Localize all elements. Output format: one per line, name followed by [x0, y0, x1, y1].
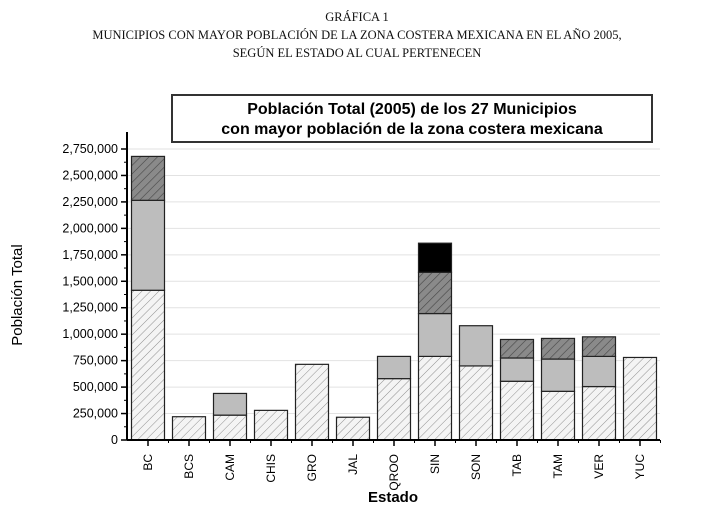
- x-tick-label: BC: [141, 454, 155, 471]
- chart-title-line2: con mayor población de la zona costera m…: [221, 121, 603, 138]
- x-tick-label: SIN: [428, 454, 442, 474]
- bar-segment-ver-1: [581, 385, 617, 441]
- bar-segment-sin-1: [417, 355, 453, 441]
- figure-caption-line1: MUNICIPIOS CON MAYOR POBLACIÓN DE LA ZON…: [92, 28, 622, 42]
- bar-segment-cam-2: [212, 392, 248, 416]
- y-tick-label: 500,000: [73, 380, 118, 394]
- bar-segment-bc-3: [130, 155, 166, 201]
- y-tick-label: 1,250,000: [62, 301, 118, 315]
- x-tick-label: BCS: [182, 454, 196, 479]
- y-tick-label: 750,000: [73, 354, 118, 368]
- bar-segment-ver-3: [581, 336, 617, 358]
- y-tick-label: 1,500,000: [62, 274, 118, 288]
- bar-segment-sin-4: [417, 242, 453, 273]
- y-tick-label: 1,000,000: [62, 327, 118, 341]
- y-tick-label: 250,000: [73, 407, 118, 421]
- bar-segment-son-2: [458, 325, 494, 367]
- bar-segment-tam-2: [540, 358, 576, 392]
- chart-title-box: [171, 94, 653, 143]
- bar-segment-bc-2: [130, 199, 166, 291]
- x-tick-label: VER: [592, 454, 606, 479]
- x-axis-label: Estado: [368, 489, 418, 506]
- x-tick-label: CAM: [223, 454, 237, 481]
- bar-segment-sin-3: [417, 271, 453, 315]
- bar-segment-jal-1: [335, 416, 371, 441]
- bar-segment-son-1: [458, 365, 494, 441]
- bar-segment-tam-3: [540, 337, 576, 360]
- bar-segment-yuc-1: [622, 356, 658, 441]
- bar-segment-tab-2: [499, 357, 535, 382]
- y-tick-label: 2,750,000: [62, 142, 118, 156]
- y-tick-label: 2,250,000: [62, 195, 118, 209]
- bar-segment-cam-1: [212, 414, 248, 441]
- y-axis-label: Población Total: [9, 244, 26, 345]
- y-tick-label: 1,750,000: [62, 248, 118, 262]
- bar-segment-ver-2: [581, 355, 617, 388]
- y-tick-label: 2,500,000: [62, 168, 118, 182]
- x-tick-label: TAB: [510, 454, 524, 476]
- figure-number: GRÁFICA 1: [325, 10, 389, 24]
- bar-segment-qroo-1: [376, 378, 412, 441]
- bar-segment-tab-1: [499, 380, 535, 441]
- x-tick-label: JAL: [346, 454, 360, 475]
- bar-segment-gro-1: [294, 363, 330, 441]
- x-tick-label: YUC: [633, 454, 647, 480]
- chart-title-line1: Población Total (2005) de los 27 Municip…: [247, 101, 577, 118]
- x-tick-label: SON: [469, 454, 483, 480]
- y-tick-label: 2,000,000: [62, 221, 118, 235]
- x-tick-label: GRO: [305, 454, 319, 481]
- figure-caption-line2: SEGÚN EL ESTADO AL CUAL PERTENECEN: [232, 46, 482, 60]
- y-tick-label: 0: [111, 433, 118, 447]
- x-tick-label: CHIS: [264, 454, 278, 483]
- bar-segment-qroo-2: [376, 355, 412, 380]
- x-tick-label: QROO: [387, 454, 401, 491]
- x-tick-label: TAM: [551, 454, 565, 478]
- bar-segment-sin-2: [417, 312, 453, 358]
- bar-segment-tam-1: [540, 390, 576, 441]
- bar-segment-bc-1: [130, 289, 166, 441]
- bar-segment-tab-3: [499, 338, 535, 359]
- bar-segment-bcs-1: [171, 416, 207, 441]
- bar-segment-chis-1: [253, 409, 289, 441]
